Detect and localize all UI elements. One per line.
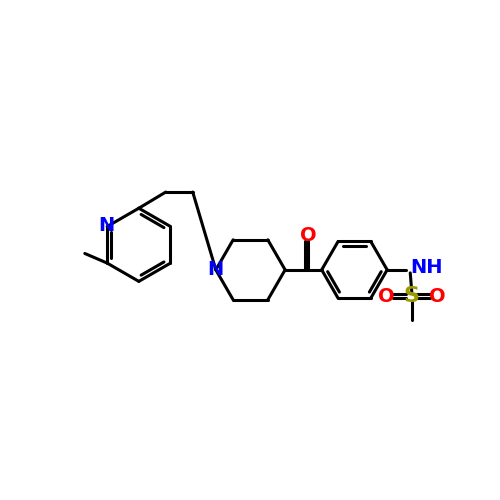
Text: O: O	[300, 226, 316, 246]
Text: NH: NH	[410, 258, 443, 278]
Text: S: S	[404, 286, 420, 306]
Text: O: O	[378, 286, 394, 306]
Text: N: N	[207, 260, 223, 280]
Text: O: O	[429, 286, 446, 306]
Text: N: N	[98, 216, 114, 235]
